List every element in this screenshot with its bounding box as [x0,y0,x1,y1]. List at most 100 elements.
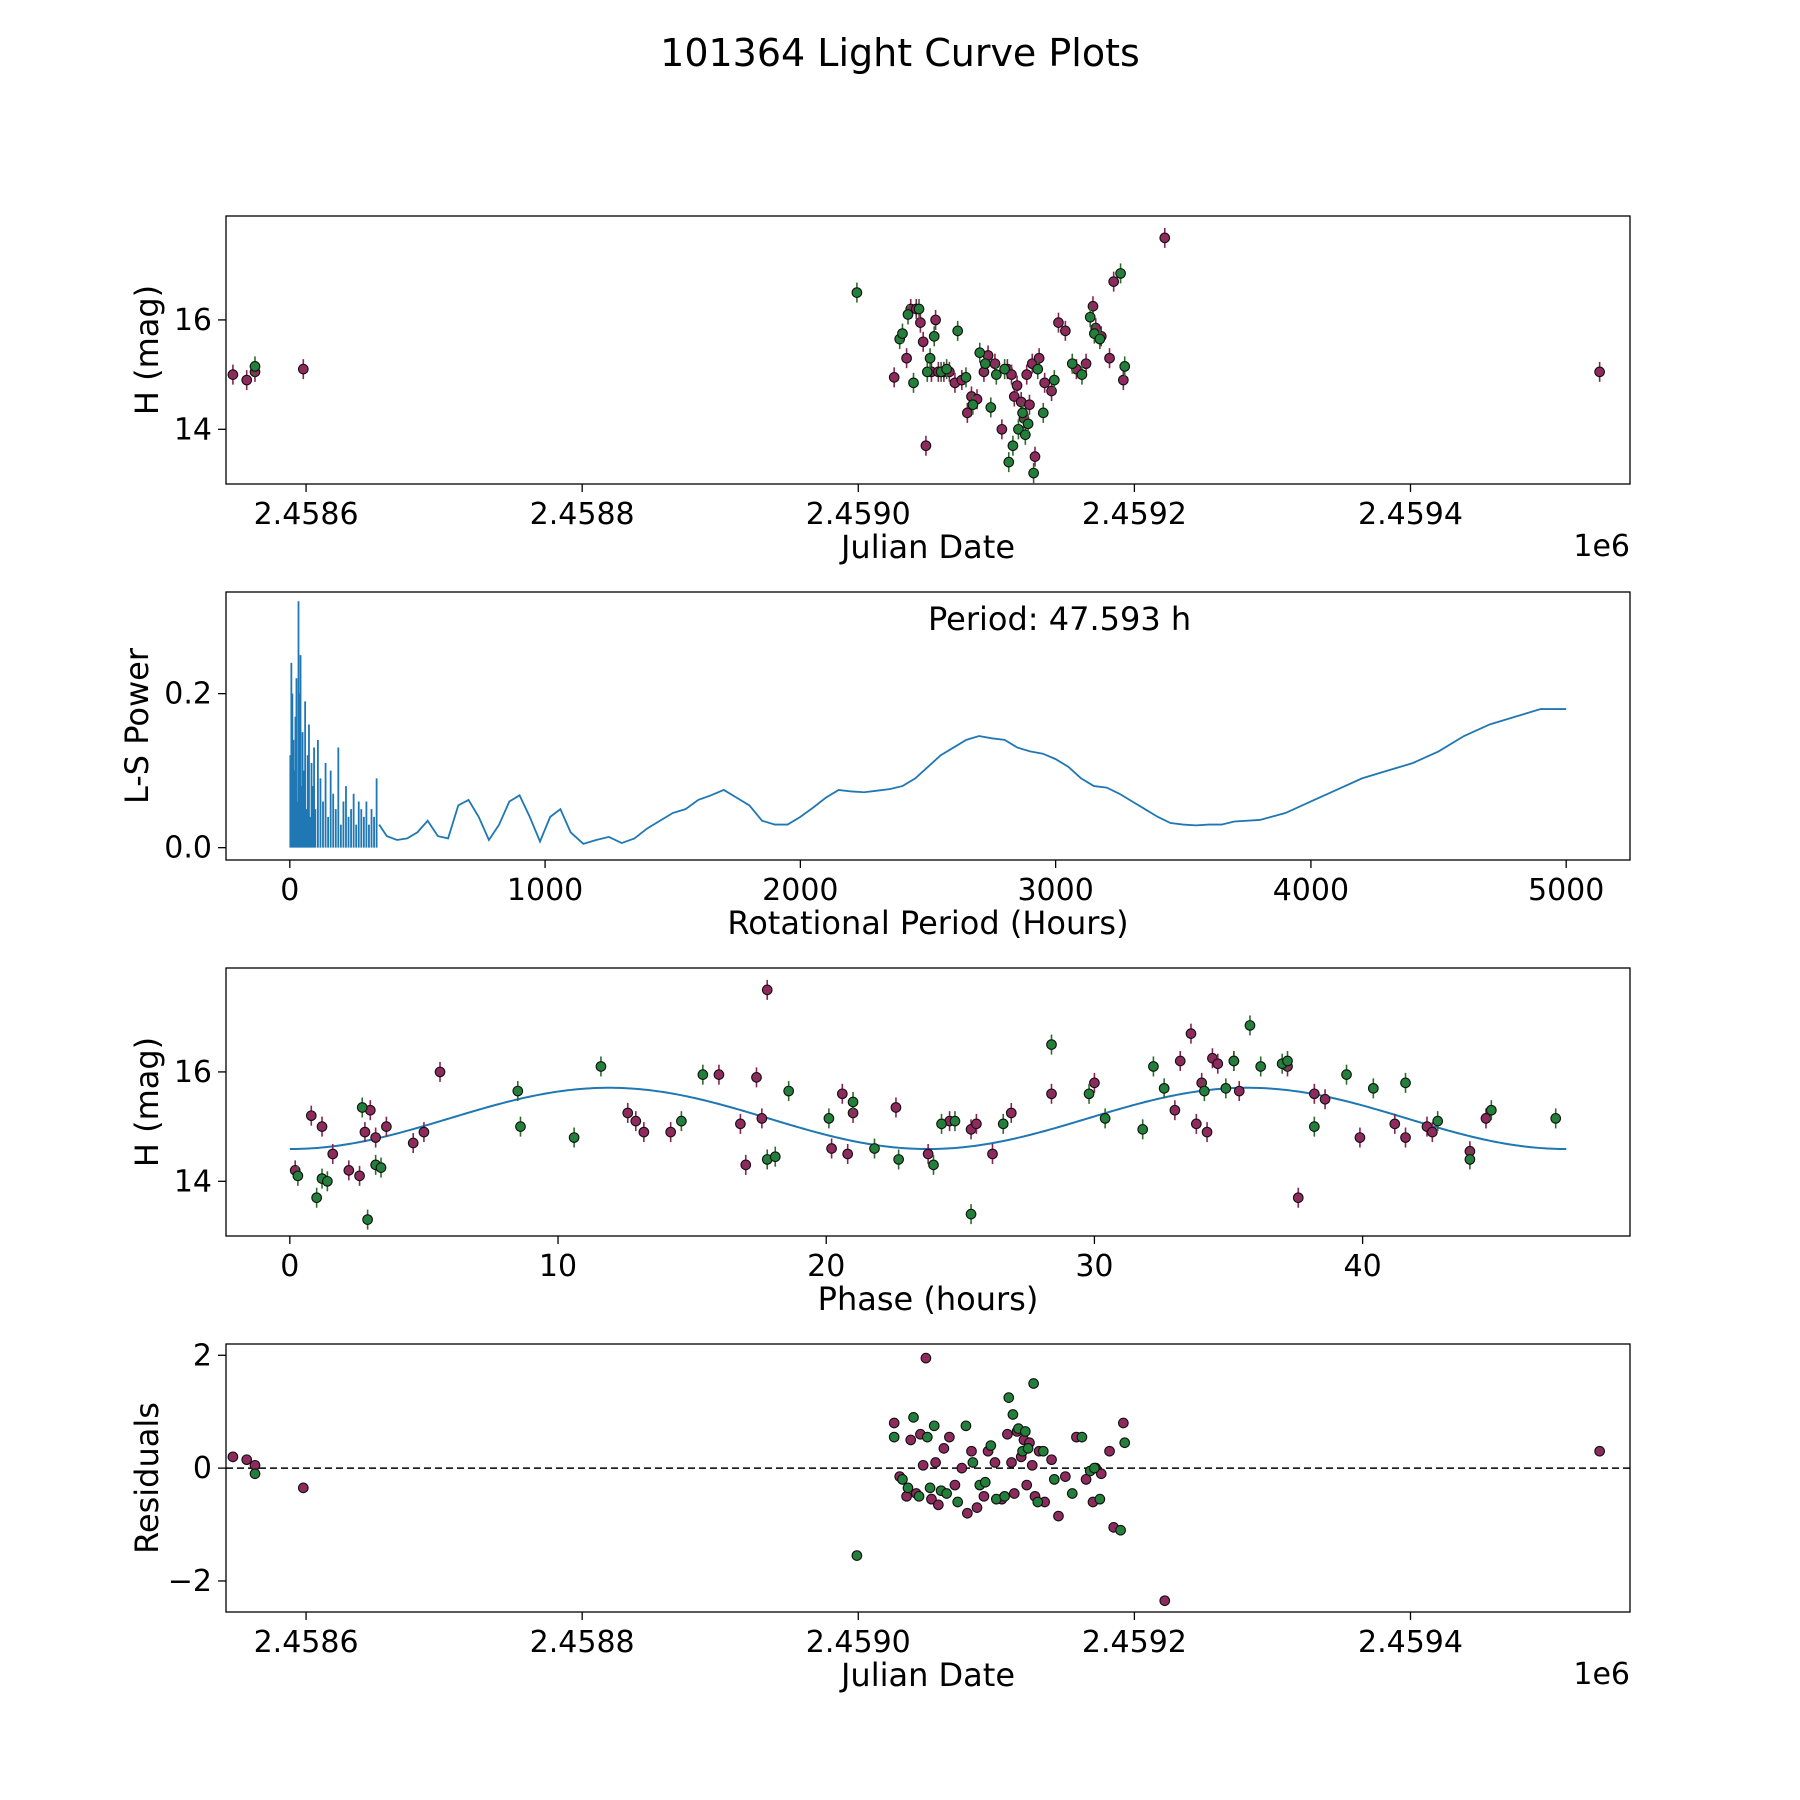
lightcurve-point-purple [888,371,900,383]
lightcurve-point-purple [1024,399,1035,411]
lightcurve-point-purple [1080,358,1092,370]
residuals-point-purple [1104,1445,1115,1457]
phase-point-green [1228,1055,1240,1067]
phase-point-green [676,1115,687,1127]
residuals-point-green [1028,1378,1039,1389]
residuals-point-purple [930,1457,941,1468]
lightcurve-point-purple [917,336,929,348]
lightcurve-point-purple [1594,366,1605,378]
phase-point-purple [381,1121,392,1132]
lightcurve-point-green [1022,418,1034,430]
phase-point-green [936,1118,947,1130]
phase-point-purple [1185,1028,1197,1039]
residuals-point-purple [1021,1479,1033,1491]
lightcurve-point-purple [1108,276,1120,287]
residuals-point-purple [1080,1474,1092,1485]
residuals-point-purple [1060,1471,1071,1482]
residuals-ytick-label: −2 [168,1564,212,1599]
phase-point-purple [1005,1107,1017,1119]
phase-point-green [1046,1039,1057,1050]
phase-point-green [847,1096,859,1108]
phase-point-purple [1389,1118,1401,1130]
residuals-point-purple [1026,1459,1038,1471]
residuals-xtick-label: 2.4588 [530,1625,635,1660]
phase-xtick-label: 20 [807,1249,845,1284]
phase-point-green [1400,1077,1411,1089]
residuals-point-purple [944,1431,955,1443]
lightcurve-point-green [908,377,919,389]
phase-point-green [1308,1121,1320,1132]
residuals-point-green [1094,1493,1106,1505]
lightcurve-point-green [979,358,991,370]
phase-point-purple [826,1143,837,1154]
lightcurve-point-green [1037,407,1049,419]
periodogram-xtick-label: 4000 [1273,873,1349,908]
lightcurve-point-green [985,402,997,413]
phase-point-purple [1089,1077,1100,1089]
residuals-point-purple [905,1434,917,1446]
residuals-point-green [1019,1426,1031,1437]
periodogram-axes-frame [225,591,1631,861]
lightcurve-point-purple [1039,377,1051,389]
lightcurve-point-green [999,363,1010,375]
residuals-point-purple [938,1443,950,1454]
lightcurve-point-green [967,399,979,411]
lightcurve-point-purple [1011,380,1023,391]
residuals-xtick-label: 2.4594 [1358,1625,1463,1660]
phase-panel: 0 10 20 30 40 14 16 Phase (hours) H (mag) [128,967,1631,1318]
residuals-xtick-label: 2.4590 [806,1625,911,1660]
residuals-ylabel: Residuals [128,1402,166,1554]
lightcurve-point-purple [241,374,253,386]
phase-point-green [1367,1082,1379,1094]
phase-point-green [362,1214,373,1225]
residuals-point-purple [1095,1468,1107,1480]
periodogram-ytick-label: 0.0 [164,831,212,866]
phase-point-green [893,1154,904,1165]
phase-point-purple [1169,1104,1181,1116]
phase-point-purple [1308,1088,1320,1100]
phase-point-purple [665,1126,677,1138]
phase-point-green [1485,1104,1497,1116]
residuals-point-purple [949,1479,961,1491]
phase-point-purple [622,1107,634,1119]
phase-point-purple [735,1118,746,1130]
periodogram-ylabel: L-S Power [118,647,156,804]
phase-point-green [1158,1082,1170,1094]
periodogram-xtick-label: 0 [280,873,299,908]
periodogram-xtick-label: 5000 [1528,873,1604,908]
residuals-point-purple [1117,1417,1129,1429]
residuals-point-purple [1594,1445,1605,1457]
residuals-ytick-label: 2 [193,1338,212,1373]
phase-point-purple [1190,1118,1202,1130]
lightcurve-point-green [1066,358,1078,370]
phase-point-purple [359,1126,371,1138]
lightcurve-point-purple [996,423,1008,435]
lightcurve-ytick-label: 14 [174,412,212,447]
lightcurve-xtick-label: 2.4588 [530,497,635,532]
phase-point-green [1148,1061,1159,1072]
phase-point-purple [1292,1192,1304,1204]
residuals-point-purple [920,1352,932,1364]
residuals-point-green [921,1431,933,1443]
phase-xtick-label: 10 [539,1249,577,1284]
residuals-point-green [1007,1409,1019,1420]
phase-point-green [1432,1115,1444,1127]
phase-axes-frame [225,967,1631,1237]
residuals-point-green [1022,1443,1034,1454]
lightcurve-point-purple [989,358,1001,370]
residuals-point-green [1119,1437,1131,1449]
phase-point-purple [751,1072,762,1083]
residuals-point-purple [971,1502,983,1513]
phase-point-green [1341,1069,1352,1081]
residuals-point-green [913,1490,925,1502]
phase-point-green [512,1085,524,1097]
periodogram-xtick-label: 2000 [762,873,838,908]
lightcurve-point-green [924,352,936,364]
phase-xtick-label: 0 [280,1249,299,1284]
residuals-point-green [249,1468,261,1480]
phase-point-purple [842,1148,854,1160]
lightcurve-point-green [1032,363,1044,375]
phase-point-purple [1426,1126,1438,1138]
periodogram-xlabel: Rotational Period (Hours) [727,904,1128,942]
periodogram-spikes [289,601,378,848]
